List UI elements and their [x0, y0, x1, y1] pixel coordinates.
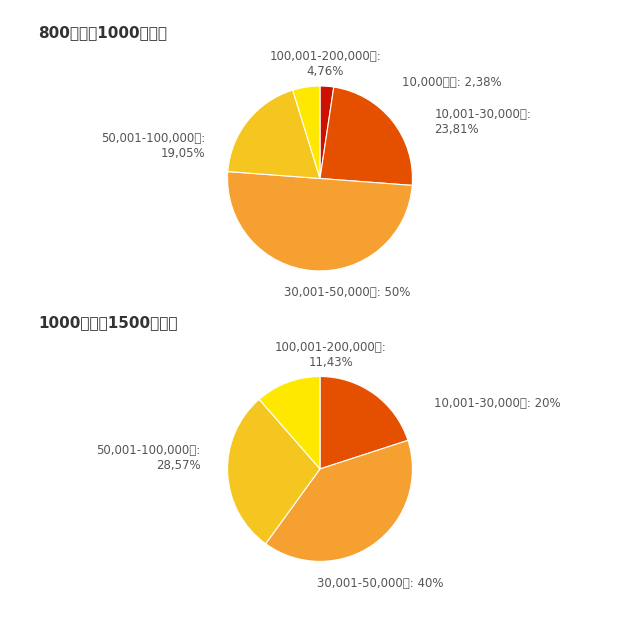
Text: 10,001-30,000円: 20%: 10,001-30,000円: 20%: [434, 397, 561, 410]
Text: 100,001-200,000円:
11,43%: 100,001-200,000円: 11,43%: [275, 341, 387, 369]
Text: 10,001-30,000円:
23,81%: 10,001-30,000円: 23,81%: [434, 108, 531, 136]
Wedge shape: [228, 399, 320, 544]
Wedge shape: [320, 86, 334, 179]
Wedge shape: [266, 441, 412, 561]
Text: 50,001-100,000円:
19,05%: 50,001-100,000円: 19,05%: [102, 132, 206, 160]
Wedge shape: [320, 376, 408, 469]
Text: 800万以上1000万未満: 800万以上1000万未満: [38, 25, 168, 40]
Text: 10,000未満: 2,38%: 10,000未満: 2,38%: [401, 76, 501, 89]
Text: 50,001-100,000円:
28,57%: 50,001-100,000円: 28,57%: [96, 444, 200, 472]
Wedge shape: [228, 172, 412, 271]
Text: 1000万以上1500万未満: 1000万以上1500万未満: [38, 315, 178, 330]
Text: 30,001-50,000円: 40%: 30,001-50,000円: 40%: [317, 577, 443, 590]
Text: 30,001-50,000円: 50%: 30,001-50,000円: 50%: [284, 286, 410, 299]
Text: 100,001-200,000円:
4,76%: 100,001-200,000円: 4,76%: [269, 50, 381, 78]
Wedge shape: [292, 86, 320, 179]
Wedge shape: [320, 87, 412, 185]
Wedge shape: [228, 90, 320, 179]
Wedge shape: [259, 376, 320, 469]
